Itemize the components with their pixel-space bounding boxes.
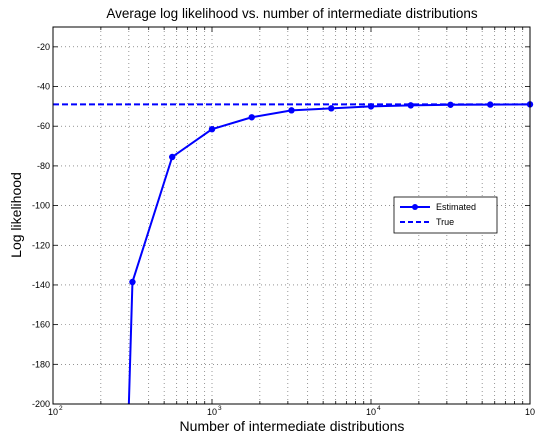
y-axis-label: Log likelihood	[8, 172, 24, 258]
legend: Estimated True	[393, 196, 498, 234]
estimated-point	[328, 105, 335, 112]
y-tick-label: -200	[32, 399, 50, 409]
x-tick-exponent: 4	[377, 405, 381, 412]
y-tick-label: -20	[37, 42, 50, 52]
y-tick-label: -180	[32, 359, 50, 369]
x-axis-label: Number of intermediate distributions	[180, 418, 405, 434]
y-tick-label: -140	[32, 280, 50, 290]
y-tick-label: -100	[32, 201, 50, 211]
x-tick-label: 10	[207, 407, 217, 417]
y-tick-label: -160	[32, 320, 50, 330]
legend-true-label: True	[436, 217, 454, 227]
estimated-point	[129, 278, 136, 286]
y-tick-label: -60	[37, 121, 50, 131]
legend-estimated-marker	[412, 204, 418, 210]
x-tick-label: 10	[525, 407, 535, 417]
estimated-point	[288, 107, 295, 114]
legend-box	[393, 196, 498, 234]
plot-frame	[52, 26, 531, 405]
estimated-point	[248, 114, 255, 121]
estimated-point	[208, 125, 216, 133]
y-tick-label: -120	[32, 240, 50, 250]
estimated-point	[169, 153, 176, 161]
estimated-line	[127, 103, 531, 405]
legend-estimated-label: Estimated	[436, 202, 476, 212]
y-tick-label: -40	[37, 82, 50, 92]
x-tick-label: 10	[48, 407, 58, 417]
x-tick-exponent: 3	[218, 405, 222, 412]
x-tick-label: 10	[366, 407, 376, 417]
x-tick-exponent: 2	[59, 405, 63, 412]
chart-title: Average log likelihood vs. number of int…	[106, 6, 477, 21]
series-layer	[53, 101, 534, 405]
y-tick-label: -80	[37, 161, 50, 171]
